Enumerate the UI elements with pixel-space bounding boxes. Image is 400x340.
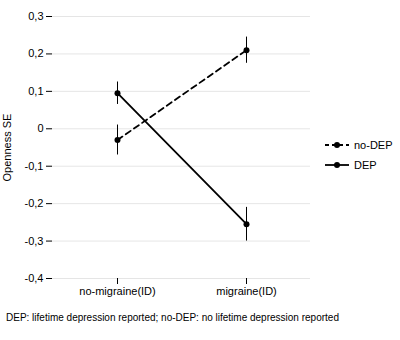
svg-text:0: 0 bbox=[37, 122, 43, 134]
svg-text:0,2: 0,2 bbox=[28, 47, 43, 59]
svg-text:0,3: 0,3 bbox=[28, 10, 43, 22]
svg-text:migraine(ID): migraine(ID) bbox=[216, 285, 277, 297]
svg-text:Openness SE: Openness SE bbox=[1, 114, 13, 182]
svg-text:0,1: 0,1 bbox=[28, 85, 43, 97]
html-text:DEP: lifetime depression repor: DEP: lifetime depression reported; no-DE… bbox=[6, 312, 339, 323]
svg-text:-0,3: -0,3 bbox=[25, 235, 44, 247]
svg-text:-0,2: -0,2 bbox=[25, 197, 44, 209]
html-text:no-DEP: no-DEP bbox=[354, 139, 393, 151]
svg-text:-0,4: -0,4 bbox=[25, 272, 44, 284]
svg-text:no-migraine(ID): no-migraine(ID) bbox=[79, 285, 155, 297]
html-text:DEP: DEP bbox=[354, 159, 377, 171]
svg-text:-0,1: -0,1 bbox=[25, 160, 44, 172]
